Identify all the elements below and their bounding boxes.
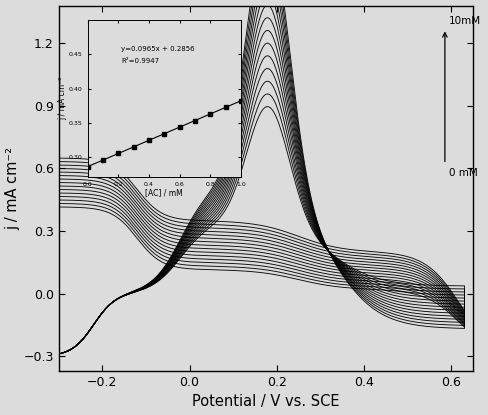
Text: 10mM: 10mM bbox=[448, 17, 480, 27]
Text: 0 mM: 0 mM bbox=[448, 168, 477, 178]
X-axis label: Potential / V vs. SCE: Potential / V vs. SCE bbox=[192, 394, 339, 410]
Y-axis label: j / mA cm⁻²: j / mA cm⁻² bbox=[5, 147, 20, 230]
